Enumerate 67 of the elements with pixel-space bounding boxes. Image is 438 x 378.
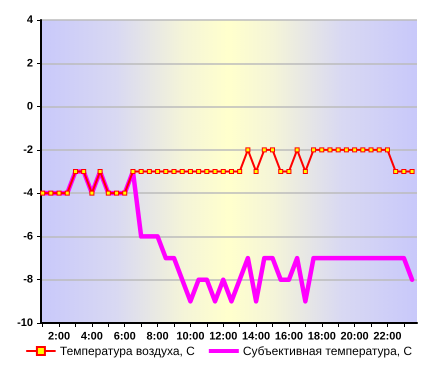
point	[40, 190, 46, 196]
legend-label: Температура воздуха, C	[60, 344, 196, 358]
point	[180, 169, 185, 174]
point	[72, 169, 78, 174]
point	[336, 147, 341, 152]
x-tick-label: 8:00	[146, 330, 169, 342]
x-tick-label: 10:00	[176, 330, 204, 342]
point	[155, 169, 160, 174]
point	[384, 147, 390, 152]
point	[319, 147, 324, 152]
point	[294, 147, 300, 152]
point	[237, 169, 242, 174]
x-tick-label: 18:00	[308, 330, 336, 342]
point	[245, 147, 250, 152]
point	[376, 147, 382, 152]
y-tick-label: 0	[26, 100, 33, 113]
x-tick-label: 16:00	[274, 330, 303, 342]
point	[220, 169, 226, 174]
y-tick-label: 4	[26, 14, 34, 26]
point	[262, 147, 267, 152]
point	[138, 169, 144, 174]
point	[254, 169, 259, 174]
y-tick-label: -8	[23, 274, 33, 286]
point	[368, 147, 374, 152]
point	[188, 169, 193, 174]
point	[56, 190, 62, 196]
x-tick-label: 14:00	[242, 330, 270, 342]
point	[352, 147, 358, 152]
point	[393, 169, 398, 174]
point	[311, 147, 316, 152]
point	[122, 190, 128, 196]
y-tick-label: -6	[23, 230, 33, 242]
x-tick-label: 20:00	[340, 330, 369, 342]
point	[410, 169, 415, 174]
point	[146, 169, 152, 174]
point	[327, 147, 332, 152]
point	[401, 169, 406, 174]
point	[302, 169, 308, 174]
point	[270, 147, 276, 152]
x-tick-label: 12:00	[209, 330, 238, 342]
point	[196, 169, 202, 174]
y-tick-label: -10	[17, 317, 33, 329]
point	[98, 169, 103, 174]
point	[89, 190, 94, 196]
point	[278, 169, 284, 174]
point	[163, 169, 168, 174]
point	[130, 169, 136, 174]
x-tick-label: 6:00	[114, 330, 136, 342]
y-tick-label: -2	[23, 144, 33, 156]
point	[64, 190, 70, 196]
point	[212, 169, 218, 174]
legend-label: Субъективная температура, C	[242, 344, 412, 358]
point	[344, 147, 349, 152]
point	[81, 169, 86, 174]
x-tick-label: 2:00	[48, 330, 70, 342]
point	[48, 190, 54, 196]
point	[286, 169, 292, 174]
x-tick-label: 4:00	[80, 330, 103, 342]
point	[106, 190, 111, 196]
x-tick-label: 22:00	[373, 330, 402, 342]
point	[228, 169, 234, 174]
point	[204, 169, 210, 174]
y-tick-label: -4	[23, 187, 34, 200]
point	[114, 190, 120, 196]
point	[171, 169, 176, 174]
point	[360, 147, 366, 152]
y-tick-label: 2	[26, 57, 33, 70]
